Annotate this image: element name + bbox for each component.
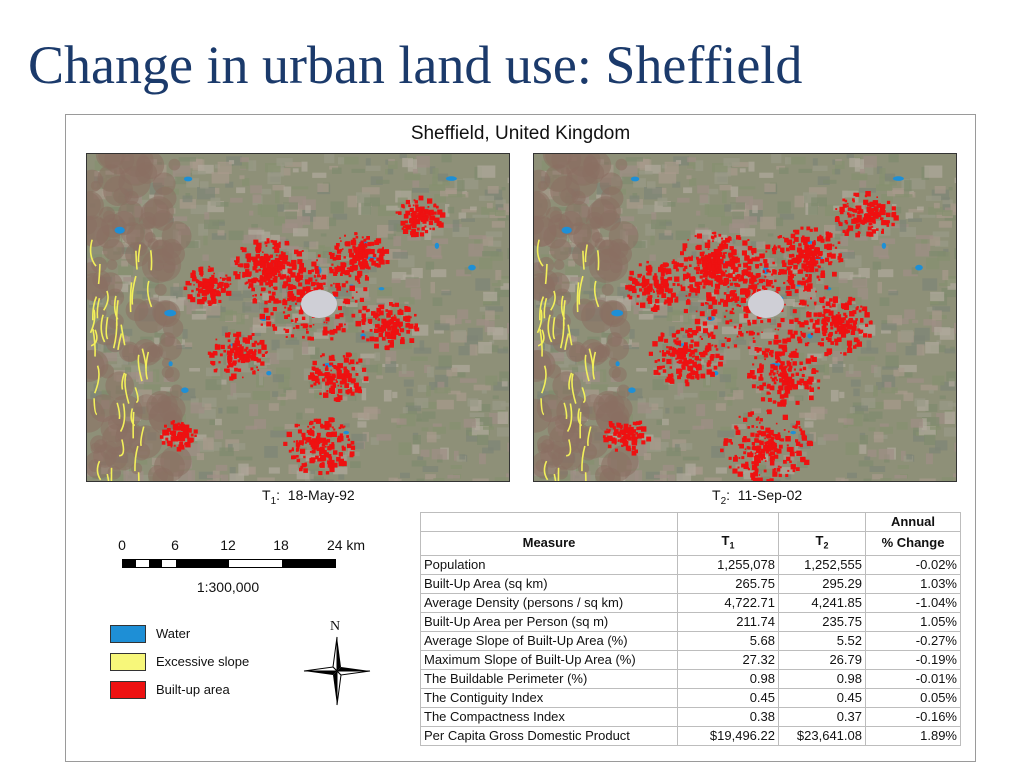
cell-measure: Maximum Slope of Built-Up Area (%) [420, 649, 678, 670]
table-row: The Compactness Index 0.38 0.37 -0.16% [420, 706, 961, 727]
cell-t2: 4,241.85 [778, 592, 866, 613]
table-row: Built-Up Area (sq km) 265.75 295.29 1.03% [420, 573, 961, 594]
cell-measure: Average Slope of Built-Up Area (%) [420, 630, 678, 651]
header-measure: Measure [420, 531, 678, 556]
cell-measure: The Contiguity Index [420, 687, 678, 708]
scale-tick: 0 [118, 537, 126, 553]
north-label: N [330, 619, 341, 634]
cell-t2: 0.45 [778, 687, 866, 708]
cell-t1: 4,722.71 [677, 592, 779, 613]
scale-bar-segments [122, 559, 336, 568]
cell-change: -0.27% [865, 630, 961, 651]
table-row: Average Density (persons / sq km) 4,722.7… [420, 592, 961, 613]
cell-change: 0.05% [865, 687, 961, 708]
cell-change: 1.05% [865, 611, 961, 632]
legend-swatch [110, 681, 146, 699]
scale-tick: 18 [273, 537, 289, 553]
table-row: The Buildable Perimeter (%) 0.98 0.98 -0.01… [420, 668, 961, 689]
cell-t1: 0.38 [677, 706, 779, 727]
slide-title: Change in urban land use: Sheffield [28, 35, 803, 95]
satellite-map-t2 [533, 153, 957, 482]
table-row: Maximum Slope of Built-Up Area (%) 27.32 2… [420, 649, 961, 670]
cell-t2: 5.52 [778, 630, 866, 651]
header-change: % Change [865, 531, 961, 556]
legend-swatch [110, 653, 146, 671]
figure-title: Sheffield, United Kingdom [410, 123, 631, 144]
map-caption-t1: T1: 18-May-92 [262, 487, 355, 507]
cell-t2: 235.75 [778, 611, 866, 632]
map-caption-t2: T2: 11-Sep-02 [712, 487, 803, 507]
cell-measure: The Compactness Index [420, 706, 678, 727]
cell-t1: 0.98 [677, 668, 779, 689]
scale-tick: 12 [220, 537, 236, 553]
table-header-row: Measure T1 T2 % Change [420, 531, 961, 556]
cell-t2: 26.79 [778, 649, 866, 670]
satellite-map-t1 [86, 153, 510, 482]
cell-measure: Built-Up Area per Person (sq m) [420, 611, 678, 632]
cell-change: -0.01% [865, 668, 961, 689]
table-row: Average Slope of Built-Up Area (%) 5.68 5.… [420, 630, 961, 651]
scale-bar: 0 6 12 18 24 km 1:300,000 [114, 537, 384, 597]
table-header-row: Annual [420, 512, 961, 532]
cell-t1: 0.45 [677, 687, 779, 708]
cell-t1: 211.74 [677, 611, 779, 632]
cell-measure: Per Capita Gross Domestic Product [420, 725, 678, 746]
cell-t1: 27.32 [677, 649, 779, 670]
cell-change: -1.04% [865, 592, 961, 613]
cell-t1: 5.68 [677, 630, 779, 651]
scale-tick: 24 km [326, 537, 366, 553]
cell-measure: Population [420, 554, 678, 575]
cell-change: -0.02% [865, 554, 961, 575]
cell-t1: 265.75 [677, 573, 779, 594]
cell-t1: $19,496.22 [677, 725, 779, 746]
compass-icon [303, 636, 371, 706]
cell-measure: Average Density (persons / sq km) [420, 592, 678, 613]
legend-label: Built-up area [156, 682, 230, 697]
cell-change: 1.03% [865, 573, 961, 594]
cell-t2: 295.29 [778, 573, 866, 594]
cell-measure: Built-Up Area (sq km) [420, 573, 678, 594]
cell-t2: $23,641.08 [778, 725, 866, 746]
scale-ratio: 1:300,000 [196, 579, 260, 595]
cell-change: -0.16% [865, 706, 961, 727]
legend-label: Excessive slope [156, 654, 250, 669]
legend-swatch [110, 625, 146, 643]
legend-label: Water [156, 626, 191, 641]
cell-change: -0.19% [865, 649, 961, 670]
table-row: The Contiguity Index 0.45 0.45 0.05% [420, 687, 961, 708]
scale-tick: 6 [171, 537, 179, 553]
figure-panel: Sheffield, United Kingdom T1: 18-May-92 … [65, 114, 976, 762]
urban-metrics-table: Annual Measure T1 T2 % Change Population… [420, 512, 961, 746]
header-t1: T1 [677, 531, 779, 556]
north-arrow: N [302, 619, 372, 709]
table-row: Population 1,255,078 1,252,555 -0.02% [420, 554, 961, 575]
cell-t2: 0.98 [778, 668, 866, 689]
table-row: Per Capita Gross Domestic Product $19,496… [420, 725, 961, 746]
header-annual: Annual [865, 512, 961, 532]
cell-measure: The Buildable Perimeter (%) [420, 668, 678, 689]
cell-t2: 1,252,555 [778, 554, 866, 575]
header-t2: T2 [778, 531, 866, 556]
cell-t2: 0.37 [778, 706, 866, 727]
cell-t1: 1,255,078 [677, 554, 779, 575]
table-row: Built-Up Area per Person (sq m) 211.74 235… [420, 611, 961, 632]
cell-change: 1.89% [865, 725, 961, 746]
